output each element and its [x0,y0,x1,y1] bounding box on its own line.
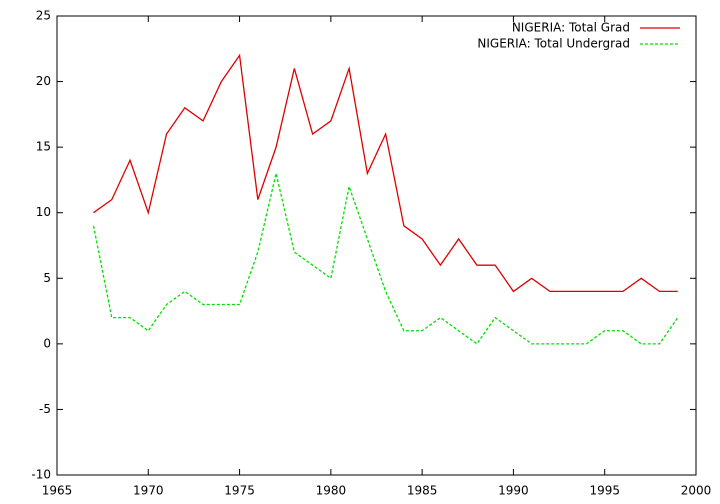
x-tick-label: 2000 [681,484,712,498]
y-tick-label: 0 [43,336,51,350]
y-tick-label: -10 [31,468,51,482]
y-tick-label: 15 [36,140,51,154]
series-line [92,173,679,345]
x-tick-label: 1990 [498,484,529,498]
x-tick-label: 1985 [407,484,438,498]
y-tick-label: 20 [36,74,51,88]
x-tick-label: 1970 [133,484,164,498]
series-line [93,53,678,293]
legend-label: NIGERIA: Total Grad [512,21,630,35]
y-tick-label: -5 [39,402,51,416]
plot-frame [56,15,697,476]
x-tick-label: 1975 [224,484,255,498]
y-tick-label: 25 [36,9,51,23]
y-tick-label: 10 [36,205,51,219]
x-tick-label: 1995 [589,484,620,498]
x-tick-label: 1980 [316,484,347,498]
legend-label: NIGERIA: Total Undergrad [477,37,630,51]
x-tick-label: 1965 [42,484,73,498]
y-tick-label: 5 [43,271,51,285]
